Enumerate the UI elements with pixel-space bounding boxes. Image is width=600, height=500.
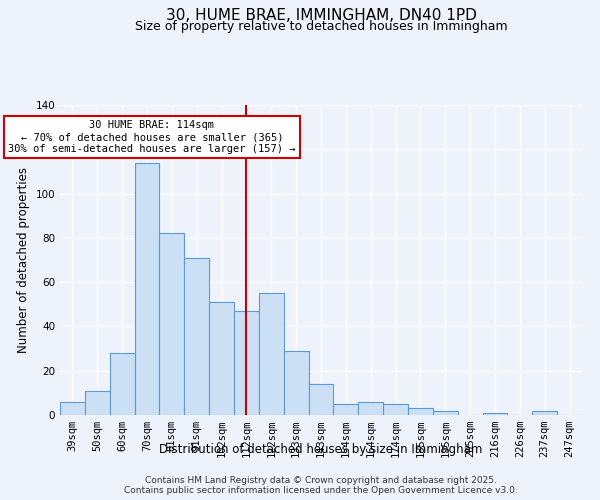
Bar <box>482 413 508 415</box>
Bar <box>383 404 408 415</box>
Bar <box>259 293 284 415</box>
Text: Size of property relative to detached houses in Immingham: Size of property relative to detached ho… <box>134 20 508 33</box>
Bar <box>209 302 234 415</box>
Bar <box>60 402 85 415</box>
Bar <box>334 404 358 415</box>
Text: 30, HUME BRAE, IMMINGHAM, DN40 1PD: 30, HUME BRAE, IMMINGHAM, DN40 1PD <box>166 8 476 22</box>
Bar <box>110 353 134 415</box>
Text: Contains HM Land Registry data © Crown copyright and database right 2025.
Contai: Contains HM Land Registry data © Crown c… <box>124 476 518 495</box>
Bar <box>85 390 110 415</box>
Bar <box>234 311 259 415</box>
Text: 30 HUME BRAE: 114sqm
← 70% of detached houses are smaller (365)
30% of semi-deta: 30 HUME BRAE: 114sqm ← 70% of detached h… <box>8 120 296 154</box>
Bar <box>184 258 209 415</box>
Bar <box>284 351 308 415</box>
Bar <box>532 410 557 415</box>
Text: Distribution of detached houses by size in Immingham: Distribution of detached houses by size … <box>160 442 482 456</box>
Bar <box>433 410 458 415</box>
Bar <box>134 162 160 415</box>
Y-axis label: Number of detached properties: Number of detached properties <box>17 167 30 353</box>
Bar <box>358 402 383 415</box>
Bar <box>408 408 433 415</box>
Bar <box>308 384 334 415</box>
Bar <box>160 234 184 415</box>
